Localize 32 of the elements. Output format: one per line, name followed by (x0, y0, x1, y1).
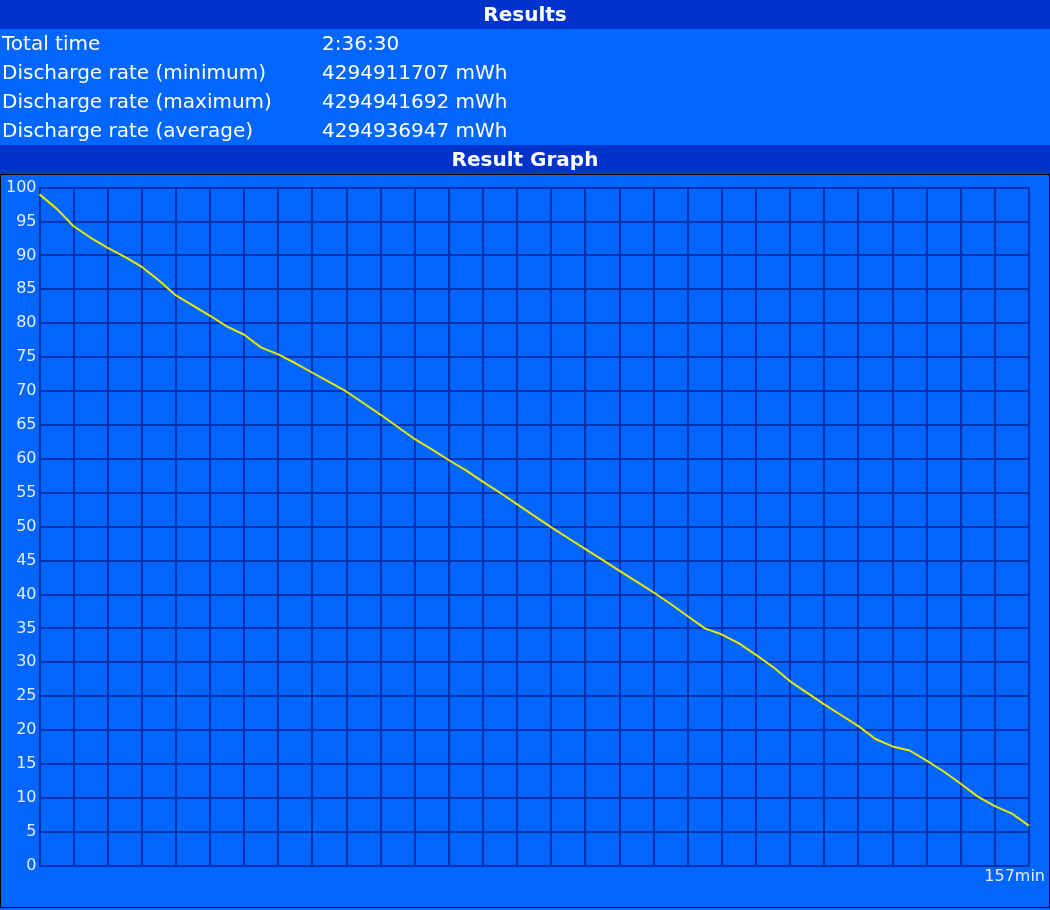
chart-title: Results (0, 0, 1050, 29)
text: 157min (984, 865, 1045, 885)
y-tick-label: 50 (16, 515, 37, 535)
y-tick-label: 65 (16, 414, 37, 434)
text: Total time (2, 30, 102, 57)
y-tick-label: 100 (5, 176, 37, 196)
text: Discharge rate (maximum) (2, 88, 273, 115)
y-tick-label: 55 (16, 481, 37, 501)
chart-subtitle: Result Graph (0, 145, 1050, 174)
y-tick-label: 0 (26, 854, 37, 874)
y-tick-label: 30 (16, 651, 37, 671)
y-tick-label: 90 (16, 244, 37, 264)
text: 2:36:30 (322, 30, 401, 57)
text: 4294936947 mWh (322, 117, 509, 144)
text: 4294911707 mWh (322, 59, 509, 86)
y-tick-label: 80 (16, 312, 37, 332)
y-tick-label: 45 (16, 549, 37, 569)
y-tick-label: 15 (16, 753, 37, 773)
y-tick-label: 70 (16, 380, 37, 400)
y-tick-label: 95 (16, 210, 37, 230)
y-tick-label: 75 (16, 346, 37, 366)
y-tick-label: 20 (16, 719, 37, 739)
text: Discharge rate (minimum) (2, 59, 268, 86)
text: 4294941692 mWh (322, 88, 509, 115)
y-tick-label: 5 (26, 821, 37, 841)
y-tick-label: 40 (16, 583, 37, 603)
text: Discharge rate (average) (2, 117, 254, 144)
y-tick-label: 60 (16, 448, 37, 468)
y-tick-label: 25 (16, 685, 37, 705)
y-tick-label: 85 (16, 278, 37, 298)
y-tick-label: 35 (16, 617, 37, 637)
y-tick-label: 10 (16, 787, 37, 807)
